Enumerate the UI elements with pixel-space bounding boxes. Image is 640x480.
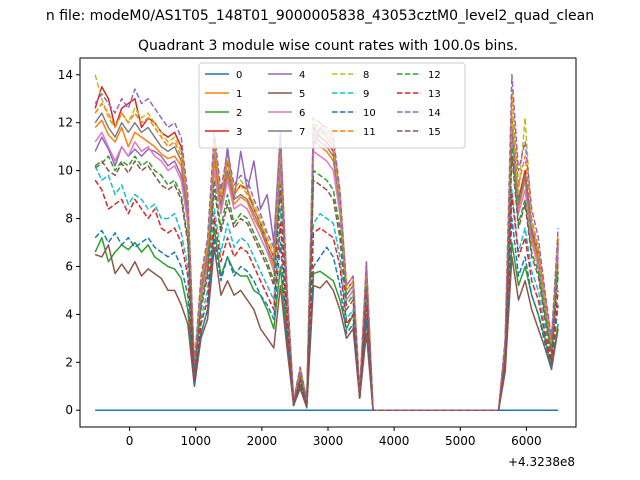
- series-line-10: [94, 217, 559, 411]
- x-tick-label: 5000: [445, 434, 476, 448]
- legend-label: 0: [236, 70, 242, 81]
- y-axis: 0 2 4 6 8 10 12 14: [58, 68, 80, 417]
- y-tick-label: 12: [58, 116, 73, 130]
- legend-item-0: 0: [205, 70, 242, 81]
- legend-label: 12: [428, 70, 441, 81]
- legend-label: 3: [236, 127, 242, 138]
- x-tick-label: 3000: [313, 434, 344, 448]
- legend-label: 1: [236, 89, 242, 100]
- legend-item-7: 7: [268, 127, 305, 138]
- legend-label: 14: [428, 108, 441, 119]
- legend-item-15: 15: [397, 127, 441, 138]
- x-tick-label: 1000: [180, 434, 211, 448]
- y-tick-label: 8: [65, 212, 73, 226]
- legend-item-14: 14: [397, 108, 441, 119]
- legend-item-8: 8: [332, 70, 369, 81]
- legend-label: 7: [299, 127, 305, 138]
- legend-label: 8: [363, 70, 369, 81]
- legend-item-5: 5: [268, 89, 305, 100]
- series-line-15: [94, 155, 559, 411]
- y-tick-label: 4: [65, 307, 73, 321]
- legend-label: 4: [299, 70, 305, 81]
- x-tick-label: 6000: [511, 434, 542, 448]
- legend-item-2: 2: [205, 108, 242, 119]
- legend-item-9: 9: [332, 89, 369, 100]
- legend-item-13: 13: [397, 89, 441, 100]
- legend-item-1: 1: [205, 89, 242, 100]
- legend-label: 15: [428, 127, 441, 138]
- legend-item-3: 3: [205, 127, 242, 138]
- legend-label: 11: [363, 127, 376, 138]
- x-tick-label: 4000: [379, 434, 410, 448]
- x-tick-label: 0: [126, 434, 134, 448]
- x-axis-offset-label: +4.3238e8: [508, 455, 575, 469]
- legend-item-6: 6: [268, 108, 305, 119]
- y-tick-label: 2: [65, 355, 73, 369]
- legend-label: 6: [299, 108, 305, 119]
- y-tick-label: 6: [65, 259, 73, 273]
- legend-label: 10: [363, 108, 376, 119]
- x-axis: 0 1000 2000 3000 4000 5000 6000: [126, 427, 542, 448]
- legend-item-10: 10: [332, 108, 376, 119]
- legend-item-4: 4: [268, 70, 305, 81]
- legend-item-11: 11: [332, 127, 376, 138]
- y-tick-label: 10: [58, 164, 73, 178]
- legend-label: 2: [236, 108, 242, 119]
- legend-label: 13: [428, 89, 441, 100]
- legend-item-12: 12: [397, 70, 441, 81]
- legend-frame: [198, 62, 466, 149]
- chart-title: Quadrant 3 module wise count rates with …: [138, 38, 518, 54]
- y-tick-label: 0: [65, 403, 73, 417]
- y-tick-label: 14: [58, 68, 73, 82]
- legend-label: 5: [299, 89, 305, 100]
- figure-suptitle: n file: modeM0/AS1T05_148T01_9000005838_…: [46, 8, 594, 24]
- legend-label: 9: [363, 89, 369, 100]
- x-tick-label: 2000: [247, 434, 278, 448]
